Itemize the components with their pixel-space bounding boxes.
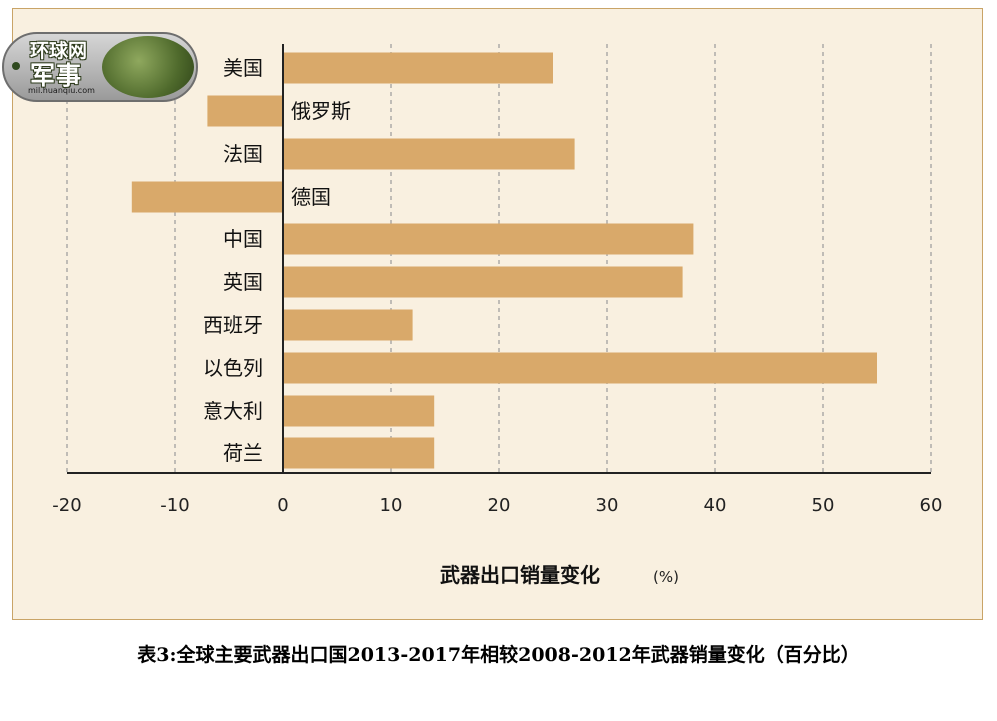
category-label: 俄罗斯: [291, 99, 351, 123]
bar: [283, 309, 413, 341]
category-label: 中国: [223, 227, 263, 251]
x-tick-label: 0: [277, 495, 288, 516]
category-label: 西班牙: [203, 313, 263, 337]
bar: [283, 395, 435, 427]
x-tick-label: 40: [704, 495, 727, 516]
category-label: 英国: [223, 270, 263, 294]
category-label: 以色列: [203, 356, 263, 380]
x-tick-label: 50: [812, 495, 835, 516]
bar: [283, 352, 877, 384]
category-label: 法国: [223, 142, 263, 166]
bar: [283, 223, 694, 255]
x-tick-label: 10: [380, 495, 403, 516]
bar: [207, 95, 283, 127]
figure-caption: 表3:全球主要武器出口国2013-2017年相较2008-2012年武器销量变化…: [137, 644, 860, 666]
dot-icon: [12, 62, 20, 70]
bar: [283, 138, 575, 170]
bar: [283, 266, 683, 298]
axes: [67, 44, 931, 474]
bar: [283, 52, 553, 84]
x-tick-label: 30: [596, 495, 619, 516]
gridlines: [66, 44, 932, 473]
x-axis-label: 武器出口销量变化: [440, 563, 600, 587]
x-tick-label: -10: [160, 495, 189, 516]
bar: [283, 437, 435, 469]
x-axis-unit: (%): [653, 568, 679, 586]
category-label: 意大利: [203, 399, 263, 423]
x-tick-labels: -20 -10 0 10 20 30 40 50 60: [52, 495, 942, 516]
huanqiu-military-logo: 环球网 军事 mil.huanqiu.com: [2, 32, 198, 102]
bar: [131, 181, 283, 213]
category-label: 德国: [291, 185, 331, 209]
x-tick-label: -20: [52, 495, 81, 516]
category-label: 美国: [223, 56, 263, 80]
logo-subtitle: 军事: [30, 61, 83, 90]
x-tick-label: 60: [920, 495, 943, 516]
x-tick-label: 20: [488, 495, 511, 516]
logo-url: mil.huanqiu.com: [28, 86, 95, 95]
bars: [131, 52, 877, 469]
category-label: 荷兰: [223, 441, 263, 465]
chart-panel: [12, 8, 983, 620]
globe-icon: [102, 36, 194, 98]
logo-title: 环球网: [30, 40, 88, 62]
